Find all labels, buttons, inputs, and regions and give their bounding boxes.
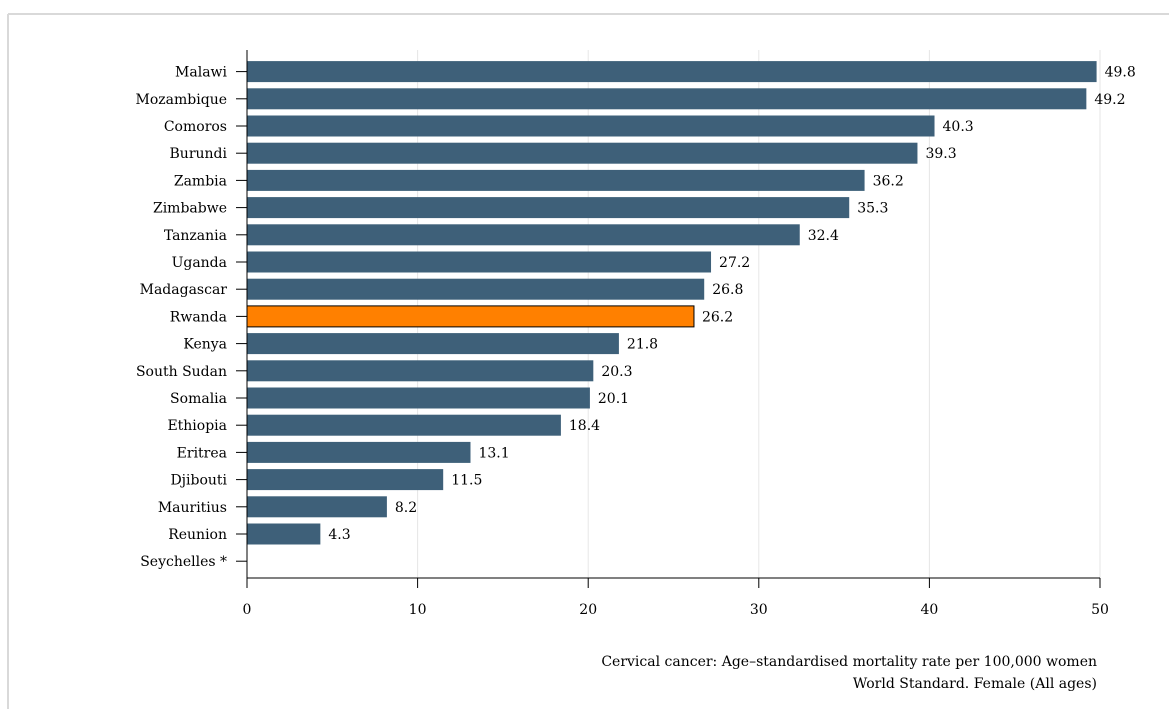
x-tick-label: 50	[1091, 602, 1109, 618]
bar-highlight	[246, 305, 695, 328]
value-label: 49.2	[1094, 92, 1125, 108]
category-label: Mozambique	[136, 92, 227, 108]
axes: 0 10 20 30 40 50	[236, 50, 1109, 618]
bar	[247, 414, 561, 436]
category-label: Zimbabwe	[153, 201, 227, 217]
category-label: Uganda	[172, 255, 227, 271]
bar	[247, 523, 321, 545]
bar	[247, 142, 918, 164]
category-label: Reunion	[168, 527, 227, 543]
category-label: Malawi	[175, 65, 227, 81]
bar	[247, 469, 444, 491]
x-tick-label: 30	[750, 602, 768, 618]
category-label: South Sudan	[136, 364, 227, 380]
value-label: 13.1	[478, 445, 509, 461]
category-label: Ethiopia	[167, 418, 227, 434]
category-label: Eritrea	[177, 445, 227, 461]
bar	[247, 169, 865, 191]
category-label: Madagascar	[140, 282, 228, 298]
value-label: 40.3	[943, 119, 974, 135]
bar	[247, 441, 471, 463]
value-label: 4.3	[328, 527, 350, 543]
category-label: Burundi	[170, 146, 228, 162]
value-label: 11.5	[451, 473, 482, 489]
x-axis-caption-line-2: World Standard. Female (All ages)	[852, 676, 1097, 692]
bar	[247, 61, 1097, 83]
value-label: 27.2	[719, 255, 750, 271]
x-tick-label: 10	[409, 602, 427, 618]
x-tick-label: 0	[243, 602, 252, 618]
bar	[247, 197, 850, 219]
bar	[247, 278, 705, 300]
category-label: Zambia	[174, 173, 227, 189]
bar	[247, 115, 935, 137]
value-label: 36.2	[873, 173, 904, 189]
x-axis-caption-line-1: Cervical cancer: Age–standardised mortal…	[601, 654, 1097, 670]
value-label: 26.8	[712, 282, 743, 298]
category-label: Rwanda	[170, 309, 227, 325]
value-label: 32.4	[808, 228, 839, 244]
value-label: 35.3	[857, 201, 888, 217]
bar	[247, 251, 712, 273]
bar	[247, 88, 1087, 110]
bar	[247, 387, 590, 409]
category-label: Tanzania	[164, 228, 227, 244]
category-label: Kenya	[183, 337, 227, 353]
value-label: 39.3	[925, 146, 956, 162]
category-label: Somalia	[170, 391, 227, 407]
value-label: 18.4	[569, 418, 600, 434]
value-label: 21.8	[627, 337, 658, 353]
value-label: 20.1	[598, 391, 629, 407]
bar	[247, 360, 594, 382]
value-label: 8.2	[395, 500, 417, 516]
category-label: Mauritius	[158, 500, 227, 516]
x-tick-label: 40	[920, 602, 938, 618]
value-label: 26.2	[702, 309, 733, 325]
bars	[246, 61, 1097, 545]
category-label: Comoros	[164, 119, 227, 135]
value-labels: 49.8 49.2 40.3 39.3 36.2 35.3 32.4 27.2 26.8 26.2…	[328, 65, 1135, 543]
bar	[247, 333, 619, 355]
category-label: Seychelles *	[140, 554, 227, 570]
bar	[247, 224, 800, 246]
bar	[247, 496, 387, 518]
category-label: Djibouti	[170, 473, 227, 489]
value-label: 49.8	[1105, 65, 1136, 81]
x-tick-label: 20	[579, 602, 597, 618]
value-label: 20.3	[601, 364, 632, 380]
category-labels: Malawi Mozambique Comoros Burundi Zambia Zimb…	[136, 65, 228, 571]
